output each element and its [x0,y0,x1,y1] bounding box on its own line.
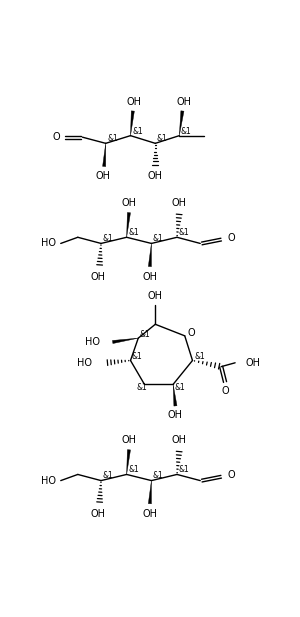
Text: &1: &1 [157,135,168,143]
Text: &1: &1 [107,135,118,143]
Text: &1: &1 [103,234,113,243]
Text: HO: HO [85,337,100,347]
Text: &1: &1 [178,228,189,237]
Text: OH: OH [142,271,158,281]
Polygon shape [127,212,130,238]
Text: &1: &1 [137,383,148,392]
Text: &1: &1 [128,465,139,474]
Polygon shape [103,143,106,167]
Text: OH: OH [91,508,106,519]
Text: OH: OH [172,435,187,445]
Text: OH: OH [127,97,142,107]
Text: O: O [221,386,229,396]
Text: &1: &1 [194,352,205,361]
Text: OH: OH [95,172,110,181]
Text: O: O [187,328,195,337]
Text: HO: HO [41,238,56,249]
Text: OH: OH [176,97,191,107]
Text: &1: &1 [131,352,142,361]
Polygon shape [173,384,177,406]
Polygon shape [148,244,152,267]
Text: OH: OH [122,197,136,208]
Text: HO: HO [77,358,92,368]
Text: O: O [227,470,235,480]
Text: &1: &1 [103,471,113,481]
Text: OH: OH [91,271,106,281]
Text: &1: &1 [140,330,151,339]
Text: &1: &1 [153,234,164,243]
Text: OH: OH [122,435,136,445]
Text: HO: HO [41,476,56,486]
Polygon shape [127,450,130,474]
Text: O: O [52,132,60,142]
Text: O: O [227,233,235,243]
Text: OH: OH [142,508,158,519]
Text: OH: OH [172,197,187,208]
Polygon shape [179,111,184,136]
Text: OH: OH [148,291,163,301]
Text: &1: &1 [132,126,143,136]
Text: &1: &1 [175,383,185,392]
Text: &1: &1 [128,228,139,237]
Text: OH: OH [148,172,163,181]
Polygon shape [148,481,152,504]
Text: OH: OH [168,410,183,420]
Text: &1: &1 [181,126,192,136]
Text: &1: &1 [153,471,164,481]
Text: OH: OH [246,358,261,368]
Polygon shape [130,111,134,136]
Text: &1: &1 [178,465,189,474]
Polygon shape [112,338,138,344]
